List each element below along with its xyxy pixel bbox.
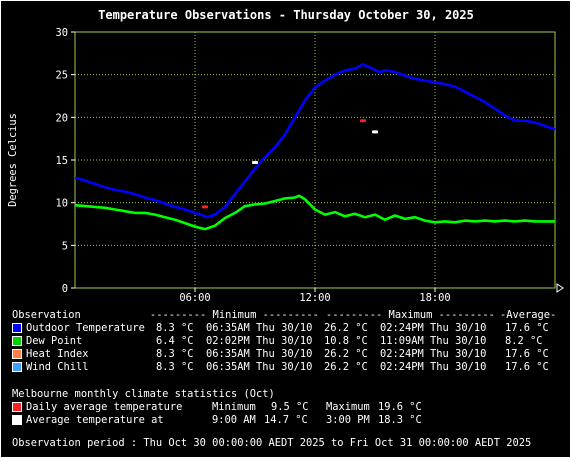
legend-label: Heat Index	[26, 348, 89, 360]
x-tick-label: 12:00	[299, 292, 330, 304]
legend-min-time: 06:35AM Thu 30/10	[206, 322, 313, 334]
legend-header-average: -Average-	[500, 309, 557, 321]
legend-max-value: 26.2 °C	[324, 322, 368, 334]
climate-title: Melbourne monthly climate statistics (Oc…	[12, 388, 275, 400]
legend-average-value: 17.6 °C	[505, 361, 549, 373]
legend-max-time: 02:24PM Thu 30/10	[380, 348, 487, 360]
legend-label: Outdoor Temperature	[26, 322, 145, 334]
legend-min-value: 8.3 °C	[156, 361, 194, 373]
daily-average-label: Daily average temperature	[26, 401, 183, 413]
marker-average-temperature-at-09-00	[252, 161, 258, 165]
legend-min-value: 6.4 °C	[156, 335, 194, 347]
legend-label: Dew Point	[26, 335, 83, 347]
y-axis-label: Degrees Celcius	[7, 113, 19, 207]
y-tick-label: 15	[55, 155, 68, 167]
average-at-time2: 3:00 PM	[326, 414, 370, 426]
marker-average-temperature-at-15-00	[372, 130, 378, 134]
legend-swatch	[12, 323, 22, 333]
average-at-value1: 14.7 °C	[264, 414, 308, 426]
legend-min-time: 06:35AM Thu 30/10	[206, 361, 313, 373]
x-tick-label: 06:00	[179, 292, 210, 304]
y-tick-label: 25	[55, 70, 68, 82]
legend-header-minimum: --------- Minimum ---------	[150, 309, 319, 321]
legend-average-value: 17.6 °C	[505, 348, 549, 360]
chart-title: Temperature Observations - Thursday Octo…	[98, 8, 474, 22]
legend-average-value: 17.6 °C	[505, 322, 549, 334]
y-tick-label: 5	[62, 240, 68, 252]
average-at-swatch	[12, 415, 22, 425]
daily-average-min-value: 9.5 °C	[271, 401, 309, 413]
series-line-outdoor-temperature	[74, 63, 556, 219]
legend-swatch	[12, 336, 22, 346]
daily-average-max-label: Maximum	[326, 401, 370, 413]
average-at-time1: 9:00 AM	[212, 414, 256, 426]
y-tick-label: 30	[55, 27, 68, 39]
legend-average-value: 8.2 °C	[505, 335, 543, 347]
daily-average-swatch	[12, 402, 22, 412]
x-tick-label: 18:00	[419, 292, 450, 304]
legend-max-time: 02:24PM Thu 30/10	[380, 322, 487, 334]
average-at-label: Average temperature at	[26, 414, 164, 426]
legend-max-value: 10.8 °C	[324, 335, 368, 347]
legend-swatch	[12, 362, 22, 372]
y-tick-label: 0	[62, 283, 68, 295]
y-tick-label: 10	[55, 198, 68, 210]
daily-average-max-value: 19.6 °C	[378, 401, 422, 413]
marker-daily-average-temperature-minimum	[202, 205, 208, 209]
legend-min-value: 8.3 °C	[156, 348, 194, 360]
legend-header-observation: Observation	[12, 309, 81, 321]
legend-min-time: 02:02PM Thu 30/10	[206, 335, 313, 347]
legend-max-value: 26.2 °C	[324, 361, 368, 373]
series-line-dew-point	[74, 194, 555, 231]
legend-min-value: 8.3 °C	[156, 322, 194, 334]
legend-max-time: 11:09AM Thu 30/10	[380, 335, 487, 347]
average-at-value2: 18.3 °C	[378, 414, 422, 426]
legend-swatch	[12, 349, 22, 359]
x-axis-arrow	[556, 283, 564, 293]
daily-average-min-label: Minimum	[212, 401, 256, 413]
marker-daily-average-temperature-maximum	[360, 119, 366, 123]
legend-header-maximum: --------- Maximum ---------	[326, 309, 495, 321]
observation-period: Observation period : Thu Oct 30 00:00:00…	[12, 437, 532, 449]
legend-min-time: 06:35AM Thu 30/10	[206, 348, 313, 360]
legend-max-value: 26.2 °C	[324, 348, 368, 360]
y-tick-label: 20	[55, 112, 68, 124]
legend-label: Wind Chill	[26, 361, 89, 373]
legend-max-time: 02:24PM Thu 30/10	[380, 361, 487, 373]
